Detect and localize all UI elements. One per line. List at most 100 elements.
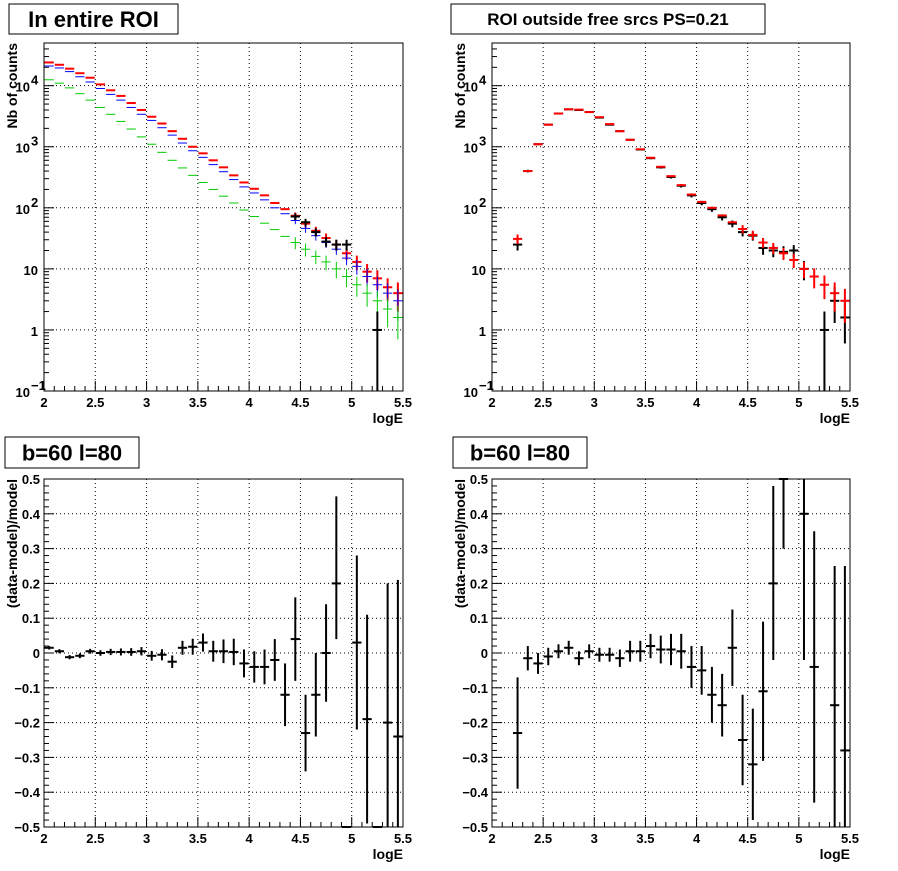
data-point <box>686 646 697 688</box>
chart-title: b=60 l=80 <box>470 440 570 465</box>
y-tick-exponent: 3 <box>31 134 38 149</box>
data-point <box>290 213 300 221</box>
y-tick-label: 10 <box>16 80 30 95</box>
y-tick-label: 10 <box>16 141 30 156</box>
data-point <box>300 243 311 257</box>
x-tick-label: 2 <box>40 395 47 410</box>
data-point <box>341 268 352 288</box>
data-point <box>656 635 666 664</box>
chart-title-box: b=60 l=80 <box>452 436 588 469</box>
y-tick-label: 1 <box>479 324 486 339</box>
data-point <box>311 653 321 737</box>
y-tick-label: −0.2 <box>14 716 40 731</box>
y-tick-label: 1 <box>31 324 38 339</box>
y-tick-label: −0.1 <box>462 681 488 696</box>
y-tick-label: 10 <box>464 141 478 156</box>
y-tick-label: 0.3 <box>22 542 40 557</box>
y-tick-exponent: 4 <box>479 73 487 88</box>
y-tick-label: −0.4 <box>14 785 40 800</box>
x-tick-label: 4.5 <box>739 395 757 410</box>
y-tick-label: −0.3 <box>462 750 488 765</box>
data-point <box>830 282 840 312</box>
chart-title-box: In entire ROI <box>8 3 179 35</box>
x-axis-label: logE <box>373 410 403 426</box>
y-tick-label: −0.2 <box>462 716 488 731</box>
x-tick-label: 5.5 <box>841 831 859 846</box>
y-tick-exponent: 2 <box>31 195 38 210</box>
data-point <box>737 694 748 786</box>
x-tick-label: 4 <box>246 395 254 410</box>
data-point <box>584 644 594 659</box>
data-point <box>799 479 809 660</box>
data-point <box>758 621 768 761</box>
data-point <box>259 649 270 685</box>
y-tick-label: −0.5 <box>14 820 40 835</box>
x-tick-label: 3.5 <box>636 831 654 846</box>
plot-frame <box>491 42 851 392</box>
y-tick-label: −0.1 <box>14 681 40 696</box>
data-point <box>177 640 188 655</box>
data-point <box>594 647 605 662</box>
data-point <box>290 597 300 681</box>
data-point <box>239 649 249 678</box>
data-point <box>564 640 574 655</box>
x-tick-label: 5 <box>795 395 802 410</box>
data-point <box>382 298 393 328</box>
chart-title-box: b=60 l=80 <box>4 436 140 469</box>
data-point <box>789 253 799 269</box>
chart-title: ROI outside free srcs PS=0.21 <box>487 10 728 29</box>
y-axis-label: (data-model)/model <box>452 479 468 608</box>
data-point <box>352 276 362 297</box>
chart-title: In entire ROI <box>28 7 159 32</box>
data-point <box>136 647 147 656</box>
data-point <box>778 247 789 260</box>
data-point <box>218 639 229 664</box>
data-point <box>341 252 352 266</box>
data-series-1 <box>44 496 403 828</box>
y-tick-label: 0 <box>481 646 488 661</box>
x-tick-label: 5.5 <box>394 831 412 846</box>
x-tick-label: 3 <box>591 395 598 410</box>
data-point <box>208 640 218 662</box>
y-tick-label: 0.3 <box>470 542 488 557</box>
data-point <box>645 633 656 659</box>
data-point <box>116 648 126 656</box>
data-point <box>727 609 737 687</box>
data-point <box>229 638 239 666</box>
data-point <box>65 655 75 660</box>
data-point <box>331 239 341 251</box>
data-point <box>605 647 615 662</box>
y-axis-label: Nb of counts <box>4 43 20 129</box>
data-point <box>362 268 372 288</box>
y-tick-label: 10 <box>464 202 478 217</box>
data-series-1 <box>512 478 850 827</box>
x-tick-label: 5.5 <box>841 395 859 410</box>
data-point <box>157 649 167 661</box>
y-tick-label: −0.3 <box>14 750 40 765</box>
data-point <box>840 288 850 323</box>
y-tick-exponent: 2 <box>479 195 486 210</box>
data-point <box>512 234 523 245</box>
data-point <box>300 694 311 772</box>
data-point <box>300 218 311 227</box>
data-point <box>574 651 584 666</box>
x-tick-label: 2 <box>40 831 47 846</box>
data-point <box>331 261 341 279</box>
x-tick-label: 2.5 <box>86 395 104 410</box>
data-point <box>676 633 686 669</box>
data-point <box>106 648 116 656</box>
x-tick-label: 4.5 <box>291 831 309 846</box>
title-frame <box>4 436 140 469</box>
x-tick-label: 3.5 <box>189 395 207 410</box>
data-point <box>147 650 157 661</box>
x-tick-label: 3 <box>143 831 150 846</box>
y-tick-exponent: −1 <box>31 378 46 393</box>
data-point <box>809 268 819 289</box>
x-tick-label: 2.5 <box>534 395 552 410</box>
chart-title-box: ROI outside free srcs PS=0.21 <box>450 3 766 35</box>
data-point <box>768 485 778 660</box>
data-point <box>362 614 372 824</box>
x-axis-label: logE <box>373 846 403 862</box>
